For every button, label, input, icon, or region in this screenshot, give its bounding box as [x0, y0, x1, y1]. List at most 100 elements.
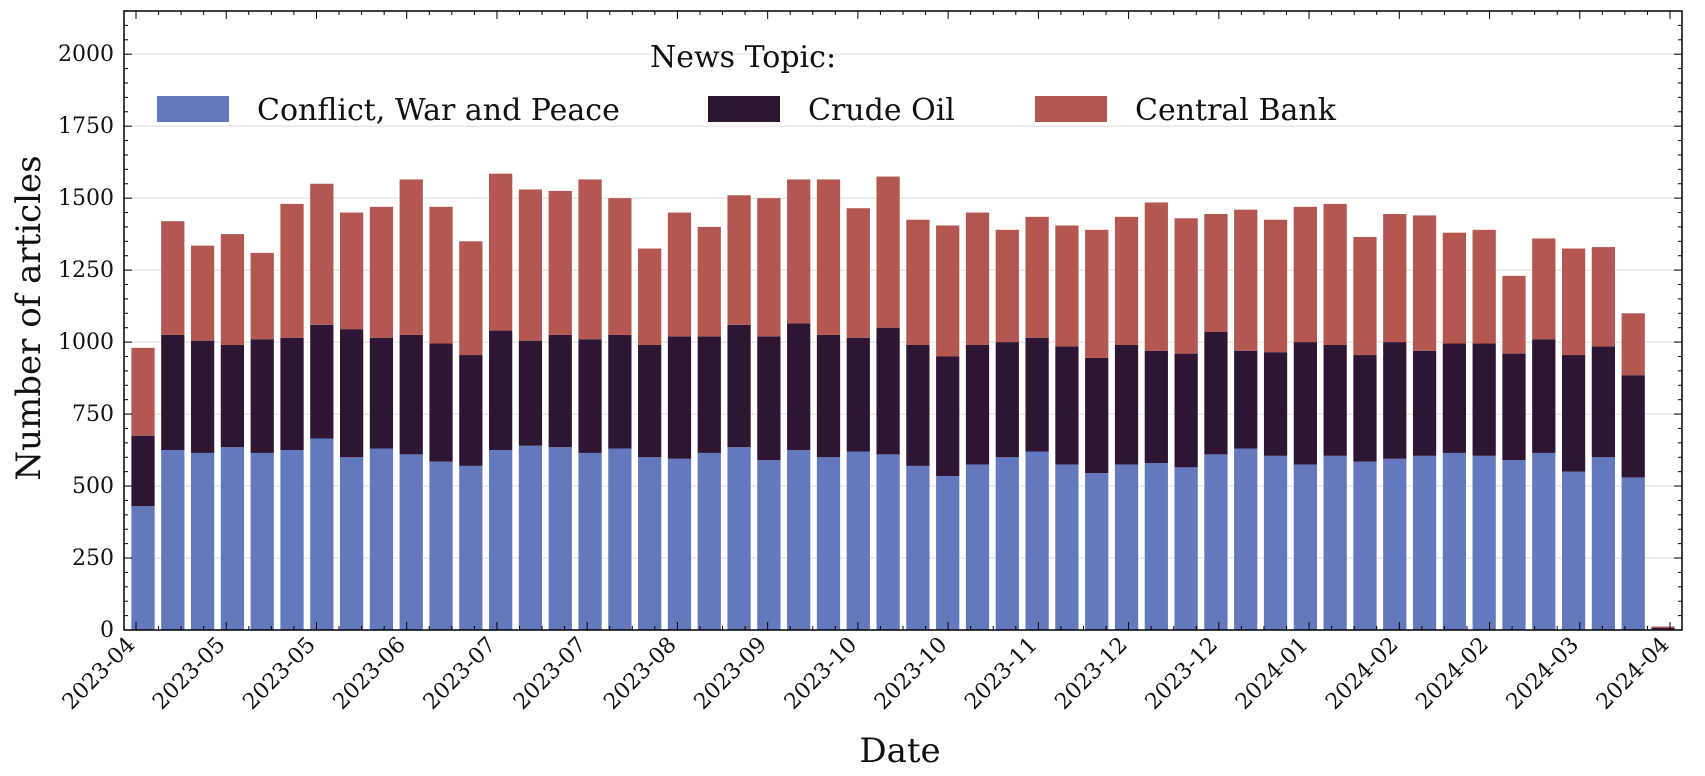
legend-label: Crude Oil — [808, 93, 955, 128]
bar-segment-conflict-war-and-peace — [727, 447, 751, 630]
bar-segment-crude-oil — [1174, 353, 1198, 468]
bar-segment-conflict-war-and-peace — [1412, 455, 1437, 630]
bar-segment-conflict-war-and-peace — [548, 447, 572, 630]
bar-segment-crude-oil — [816, 334, 841, 458]
x-tick-label: 2023-06 — [329, 633, 411, 715]
bar-segment-crude-oil — [1085, 357, 1109, 474]
x-tick-label: 2023-05 — [148, 633, 230, 715]
bar-segment-crude-oil — [131, 435, 155, 507]
y-tick-label: 0 — [100, 618, 114, 643]
bar-segment-conflict-war-and-peace — [1144, 463, 1168, 630]
bar-segment-central-bank — [369, 206, 394, 338]
axes — [123, 10, 1683, 631]
bar-segment-conflict-war-and-peace — [936, 475, 960, 630]
bar-segment-crude-oil — [1621, 375, 1645, 478]
bar-segment-conflict-war-and-peace — [1025, 451, 1049, 630]
bar-segment-crude-oil — [697, 336, 721, 453]
bar-segment-crude-oil — [1144, 350, 1168, 464]
bar-segment-central-bank — [697, 226, 721, 337]
bar-segment-crude-oil — [220, 344, 245, 448]
bar-segment-crude-oil — [1591, 346, 1616, 458]
bar-segment-crude-oil — [280, 337, 304, 451]
bar-segment-crude-oil — [757, 336, 781, 461]
bar-segment-central-bank — [1561, 248, 1586, 356]
x-tick-label: 2023-10 — [780, 633, 862, 715]
bar-segment-central-bank — [638, 248, 662, 345]
y-tick-label: 500 — [72, 474, 114, 499]
bar-segment-conflict-war-and-peace — [250, 452, 274, 630]
bar-segment-conflict-war-and-peace — [220, 447, 245, 630]
bar-segment-crude-oil — [936, 356, 960, 476]
y-tick-label: 1500 — [58, 186, 114, 211]
bar-segment-central-bank — [1263, 219, 1288, 353]
bar-segment-crude-oil — [1383, 342, 1407, 459]
legend-items: Conflict, War and Peace Crude Oil Central … — [157, 93, 1337, 128]
bar-segment-crude-oil — [638, 344, 662, 458]
bar-segment-conflict-war-and-peace — [1204, 454, 1228, 630]
bar-segment-conflict-war-and-peace — [310, 438, 334, 630]
bar-segment-conflict-war-and-peace — [1114, 464, 1139, 630]
legend-label: Central Bank — [1135, 93, 1337, 128]
bar-segment-crude-oil — [340, 329, 364, 458]
bar-segment-central-bank — [1651, 626, 1675, 628]
bar-segment-central-bank — [965, 212, 990, 345]
bar-segment-central-bank — [906, 219, 930, 345]
bar-segment-conflict-war-and-peace — [1502, 460, 1526, 630]
x-tick-label: 2023-04 — [58, 633, 140, 715]
bar-segment-central-bank — [1442, 232, 1466, 344]
x-tick-label: 2023-12 — [1141, 633, 1223, 715]
bar-segment-crude-oil — [667, 336, 692, 459]
bar-segment-crude-oil — [1472, 343, 1496, 456]
bar-segment-crude-oil — [608, 334, 632, 449]
bar-segment-crude-oil — [846, 337, 870, 452]
bar-segment-crude-oil — [429, 343, 453, 462]
bar-segment-conflict-war-and-peace — [1591, 457, 1616, 630]
y-tick-label: 1250 — [58, 258, 114, 283]
bar-segment-conflict-war-and-peace — [190, 452, 215, 630]
bar-segment-crude-oil — [1442, 343, 1466, 453]
bar-segment-crude-oil — [459, 355, 483, 466]
bar-segment-conflict-war-and-peace — [1293, 464, 1317, 630]
bar-segment-crude-oil — [1353, 355, 1377, 462]
bar-segment-crude-oil — [1234, 350, 1258, 449]
bar-segment-crude-oil — [578, 339, 602, 453]
bar-segment-conflict-war-and-peace — [131, 506, 155, 630]
bars — [131, 173, 1675, 630]
x-tick-label: 2023-11 — [960, 633, 1042, 715]
bar-segment-central-bank — [1144, 202, 1168, 351]
bar-segment-conflict-war-and-peace — [1561, 471, 1586, 630]
x-tick-label: 2024-04 — [1592, 633, 1674, 715]
bar-segment-conflict-war-and-peace — [1174, 467, 1198, 630]
bar-segment-central-bank — [995, 229, 1019, 343]
bar-segment-conflict-war-and-peace — [1234, 448, 1258, 630]
bar-segment-conflict-war-and-peace — [1532, 452, 1556, 630]
x-tick-label: 2023-12 — [1051, 633, 1133, 715]
bar-segment-central-bank — [816, 179, 841, 335]
bar-segment-central-bank — [1055, 225, 1079, 347]
bar-segment-conflict-war-and-peace — [816, 457, 841, 630]
y-tick-label: 2000 — [58, 42, 114, 67]
bar-segment-conflict-war-and-peace — [876, 454, 900, 630]
bar-segment-central-bank — [340, 212, 364, 330]
legend-title: News Topic: — [650, 40, 836, 75]
bar-segment-crude-oil — [399, 334, 423, 455]
bar-segment-conflict-war-and-peace — [429, 461, 453, 630]
x-tick-label: 2024-02 — [1411, 633, 1493, 715]
bar-segment-central-bank — [190, 245, 215, 341]
bar-segment-conflict-war-and-peace — [1442, 452, 1466, 630]
bar-segment-crude-oil — [1263, 352, 1288, 456]
y-tick-label: 1000 — [58, 330, 114, 355]
bar-segment-conflict-war-and-peace — [846, 451, 870, 630]
bar-segment-conflict-war-and-peace — [489, 450, 513, 630]
bar-segment-crude-oil — [1651, 627, 1675, 630]
x-tick-label: 2023-07 — [509, 633, 591, 715]
bar-segment-central-bank — [1472, 229, 1496, 344]
bar-segment-central-bank — [608, 198, 632, 335]
bar-segment-conflict-war-and-peace — [1353, 461, 1377, 630]
bar-segment-central-bank — [280, 203, 304, 338]
bar-segment-crude-oil — [906, 344, 930, 466]
bar-segment-central-bank — [1383, 213, 1407, 343]
bar-segment-conflict-war-and-peace — [399, 454, 423, 630]
bar-segment-central-bank — [489, 173, 513, 331]
bar-segment-central-bank — [757, 198, 781, 337]
